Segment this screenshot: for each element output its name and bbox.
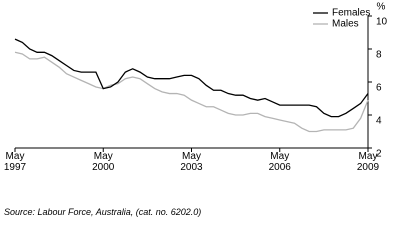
series-line: [14, 51, 369, 133]
x-tick-label: May 2009: [356, 151, 380, 173]
y-tick-label: 4: [376, 116, 382, 127]
legend-label: Males: [332, 19, 359, 30]
x-tick-label: May 2006: [268, 151, 291, 173]
legend-label: Females: [332, 8, 370, 19]
y-tick-label: 8: [376, 50, 382, 61]
x-tick-label: May 2003: [180, 151, 203, 173]
x-tick-label: May 1997: [3, 151, 27, 173]
series-line: [14, 38, 369, 118]
y-tick-label: 10: [376, 17, 388, 28]
y-tick-label: 2: [376, 149, 382, 160]
y-tick-label: 6: [376, 83, 382, 94]
x-tick-label: May 2000: [92, 151, 115, 173]
source-note: Source: Labour Force, Australia, (cat. n…: [4, 207, 202, 217]
y-axis-label: %: [377, 2, 386, 13]
chart-page: % 2 4 6 8 10 Females Males Source: Labour Forc…: [3, 2, 388, 217]
